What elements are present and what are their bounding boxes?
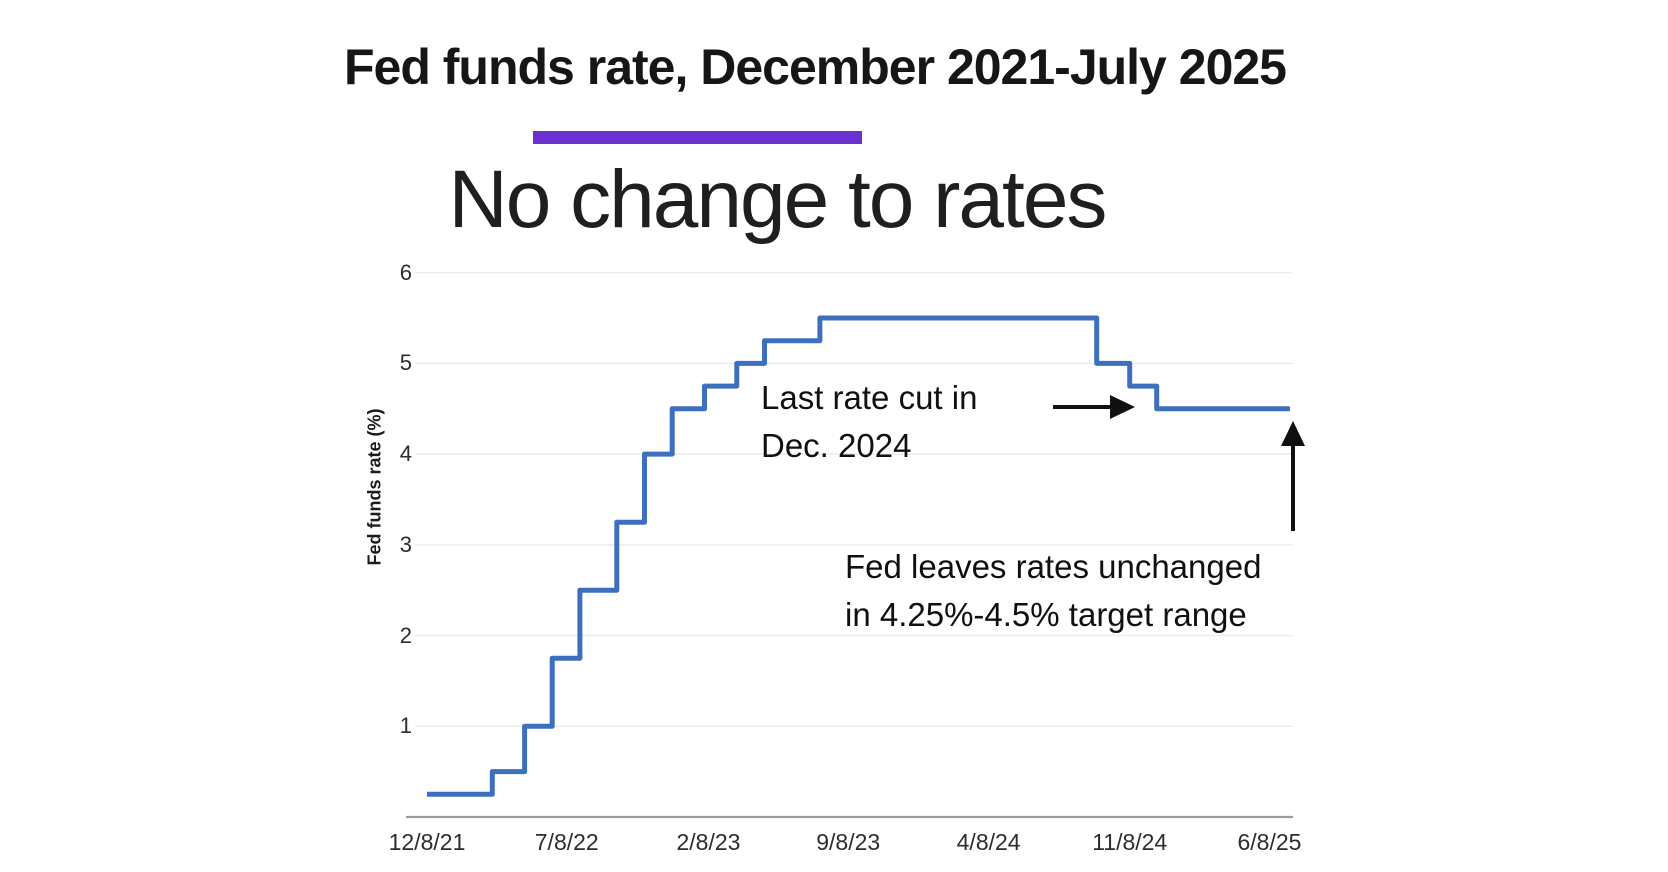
x-tick-label: 12/8/21 bbox=[388, 829, 466, 855]
accent-bar-divider bbox=[533, 131, 862, 144]
page-title: Fed funds rate, December 2021-July 2025 bbox=[343, 39, 1287, 95]
x-tick-label: 11/8/24 bbox=[1092, 829, 1168, 855]
rate-step-line bbox=[427, 315, 1290, 797]
y-tick-label: 1 bbox=[399, 713, 412, 739]
right-arrow-icon bbox=[1053, 395, 1135, 419]
x-tick-label: 9/8/23 bbox=[816, 829, 881, 855]
annotation-line: Last rate cut in bbox=[761, 379, 978, 416]
annotation-last-rate-cut: Last rate cut in Dec. 2024 bbox=[761, 374, 977, 470]
x-tick-label: 4/8/24 bbox=[956, 829, 1021, 855]
gridlines bbox=[406, 271, 1293, 819]
y-tick-label: 2 bbox=[399, 622, 412, 648]
up-arrow-icon bbox=[1281, 421, 1305, 531]
y-tick-label: 5 bbox=[399, 350, 412, 376]
x-tick-label: 7/8/22 bbox=[534, 829, 599, 855]
fed-funds-rate-series bbox=[427, 315, 1290, 797]
annotation-line: Dec. 2024 bbox=[761, 427, 912, 464]
chart-headline: No change to rates bbox=[448, 154, 1108, 245]
y-tick-label: 3 bbox=[399, 531, 412, 557]
annotation-rates-unchanged: Fed leaves rates unchanged in 4.25%-4.5%… bbox=[845, 543, 1261, 639]
x-tick-label: 6/8/25 bbox=[1237, 829, 1302, 855]
y-tick-label: 6 bbox=[399, 259, 412, 285]
y-tick-label: 4 bbox=[399, 441, 412, 467]
annotation-line: in 4.25%-4.5% target range bbox=[845, 596, 1247, 633]
annotation-line: Fed leaves rates unchanged bbox=[845, 548, 1262, 585]
x-tick-label: 2/8/23 bbox=[676, 829, 741, 855]
